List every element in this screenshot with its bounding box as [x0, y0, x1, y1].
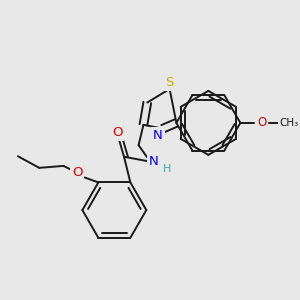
Text: N: N [149, 155, 159, 168]
Text: CH₃: CH₃ [279, 118, 298, 128]
Text: N: N [153, 129, 163, 142]
Text: H: H [163, 164, 171, 174]
Text: O: O [257, 116, 266, 129]
Text: O: O [112, 126, 122, 139]
Text: O: O [72, 166, 82, 179]
Text: S: S [165, 76, 174, 89]
